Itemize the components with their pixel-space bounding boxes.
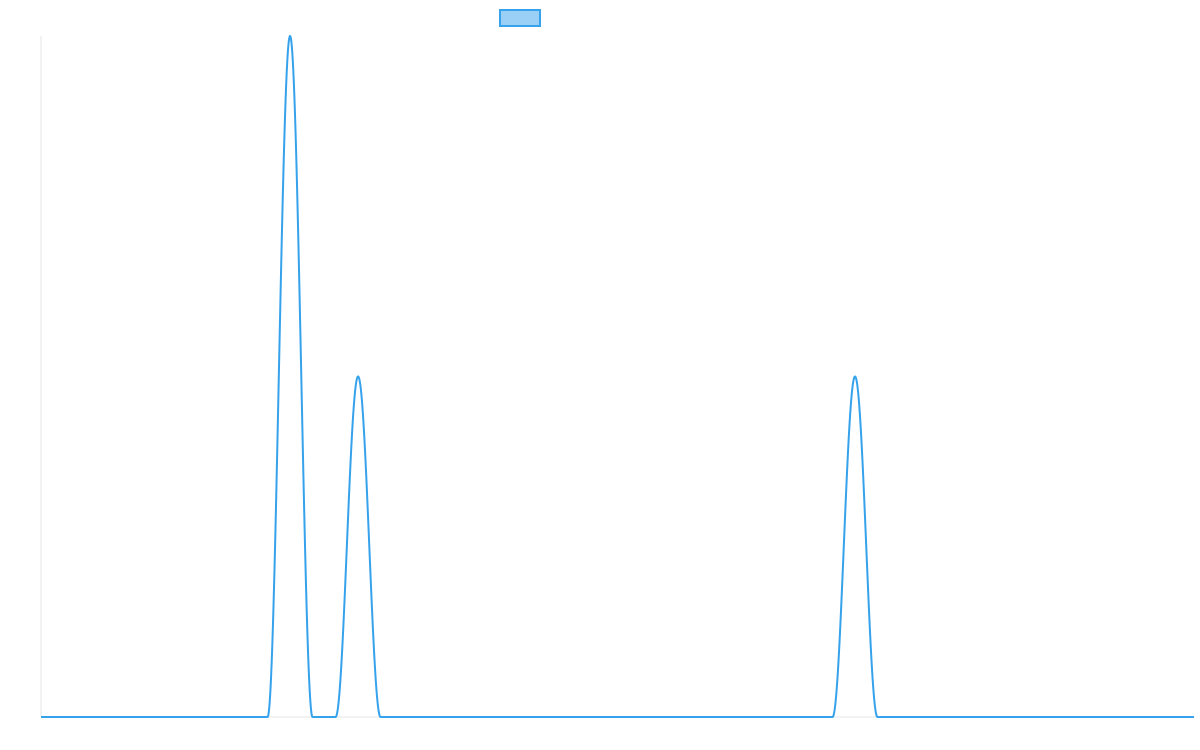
legend-swatch[interactable] — [499, 9, 541, 27]
series-line — [41, 34, 1194, 718]
